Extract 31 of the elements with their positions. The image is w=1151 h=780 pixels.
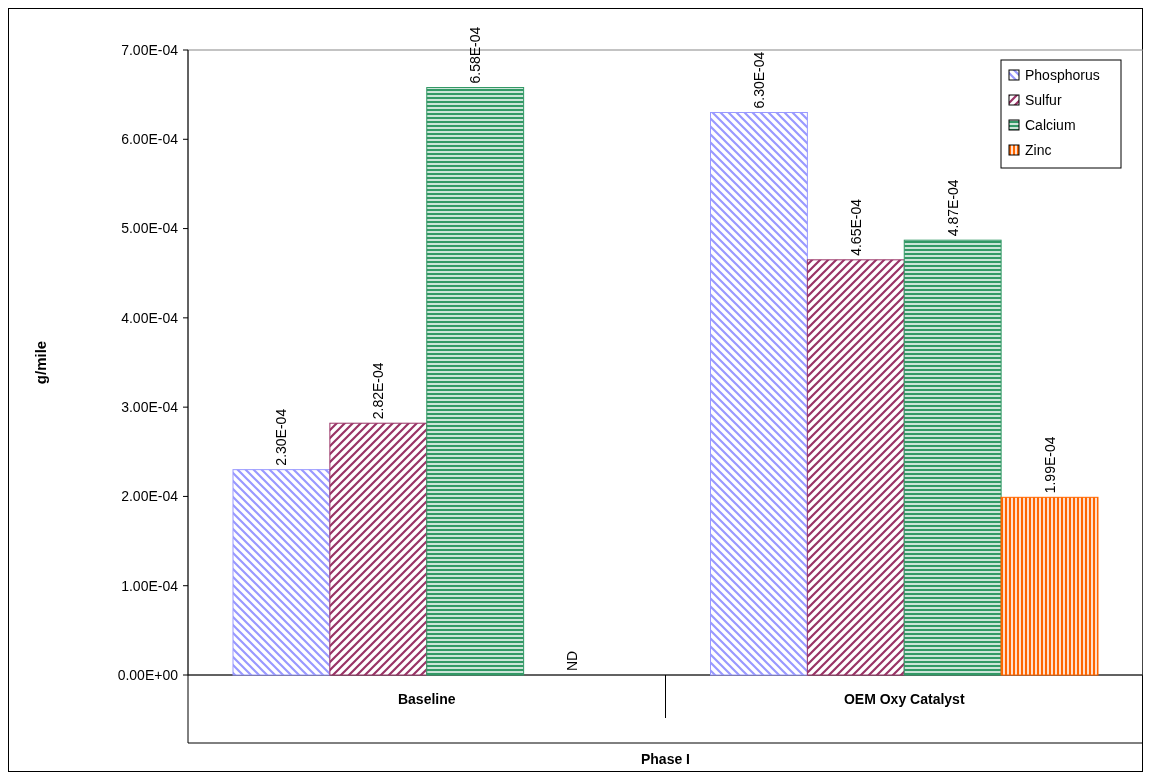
bar bbox=[426, 87, 525, 676]
bar bbox=[806, 259, 905, 676]
legend-label: Phosphorus bbox=[1025, 67, 1100, 83]
y-tick-label: 1.00E-04 bbox=[121, 577, 179, 594]
y-tick-label: 0.00E+00 bbox=[117, 666, 179, 683]
y-tick-label: 6.00E-04 bbox=[121, 131, 179, 148]
y-tick-label: 7.00E-04 bbox=[121, 41, 179, 58]
bar bbox=[232, 469, 331, 676]
data-label: 1.99E-04 bbox=[1041, 436, 1058, 494]
data-label: 2.30E-04 bbox=[273, 408, 290, 466]
y-axis-title: g/mile bbox=[32, 340, 49, 385]
x-tick-label: Baseline bbox=[397, 691, 456, 707]
legend-label: Zinc bbox=[1025, 142, 1052, 158]
data-label: 6.30E-04 bbox=[750, 51, 767, 109]
data-label: 6.58E-04 bbox=[467, 26, 484, 84]
bar bbox=[903, 239, 1002, 676]
bar bbox=[1000, 496, 1099, 676]
legend-label: Calcium bbox=[1025, 117, 1076, 133]
bar bbox=[710, 112, 808, 676]
data-label: 4.87E-04 bbox=[944, 179, 961, 237]
y-tick-label: 5.00E-04 bbox=[121, 220, 179, 237]
y-tick-label: 3.00E-04 bbox=[121, 399, 179, 416]
y-tick-label: 4.00E-04 bbox=[121, 309, 179, 326]
y-tick-label: 2.00E-04 bbox=[121, 488, 179, 505]
x-tick-label: OEM Oxy Catalyst bbox=[843, 691, 965, 707]
text: ND bbox=[564, 650, 581, 671]
legend-label: Sulfur bbox=[1025, 92, 1062, 108]
data-label: 2.82E-04 bbox=[370, 362, 387, 420]
data-label: 4.65E-04 bbox=[847, 198, 864, 256]
bar bbox=[329, 422, 428, 676]
x-axis-title: Phase I bbox=[640, 751, 691, 767]
